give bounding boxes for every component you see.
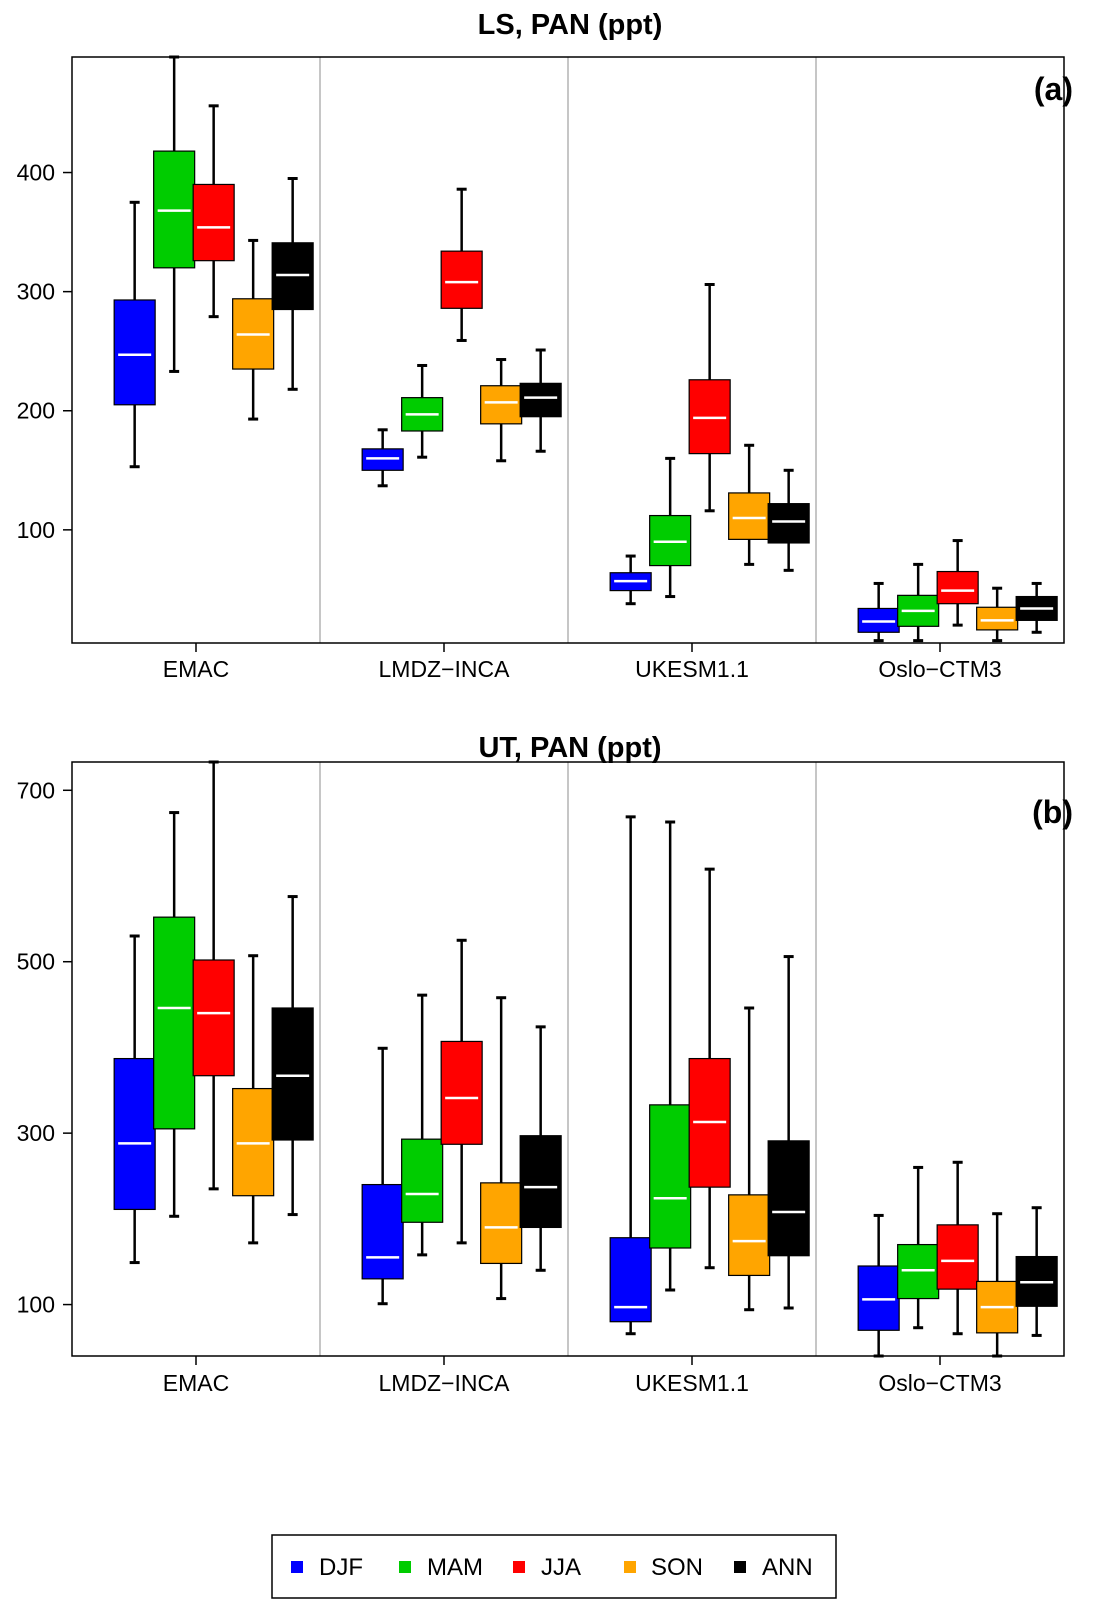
box-ann-b [767,1140,810,1257]
box-djf-b [361,1183,404,1280]
box-djf-b [113,1057,156,1211]
y-tick-label: 700 [17,777,55,803]
legend-label-mam: MAM [427,1554,483,1581]
legend-label-djf: DJF [319,1554,363,1581]
legend-label-ann: ANN [762,1554,813,1581]
y-tick-label: 200 [17,398,55,424]
y-tick-label: 500 [17,949,55,975]
plot-frame-a [71,56,1065,644]
box-son-a [480,385,523,425]
category-label: Oslo−CTM3 [878,656,1001,682]
box-djf-a [113,299,156,406]
box-ann-b [271,1007,314,1141]
y-tick-label: 100 [17,1292,55,1318]
box-ann-a [767,503,810,544]
legend-swatch-jja [513,1561,525,1573]
legend-swatch-djf [291,1561,303,1573]
category-label: EMAC [163,1370,229,1396]
category-label: EMAC [163,656,229,682]
box-djf-b [857,1265,900,1331]
box-djf-b [609,1237,652,1323]
box-mam-b [401,1138,444,1223]
box-jja-a [192,183,235,262]
box-ann-b [519,1135,562,1229]
category-label: LMDZ−INCA [379,1370,511,1396]
y-tick-label: 400 [17,160,55,186]
legend: DJF MAM JJA SON ANN [271,1534,837,1599]
box-jja-b [440,1040,483,1145]
box-mam-b [649,1104,692,1249]
panel-b: UT, PAN (ppt) (b) 100 300 500 700 EMAC LMDZ−I… [17,732,1073,1396]
legend-swatch-ann [734,1561,746,1573]
y-tick-label: 100 [17,517,55,543]
category-label: UKESM1.1 [635,1370,749,1396]
box-jja-b [192,959,235,1077]
box-son-a [976,606,1019,631]
plot-frame-b [71,761,1065,1357]
legend-label-son: SON [651,1554,703,1581]
box-jja-a [936,570,979,605]
box-mam-b [897,1243,940,1300]
panel-label-b: (b) [1032,794,1073,830]
chart-title-a: LS, PAN (ppt) [478,9,663,41]
box-jja-b [936,1224,979,1290]
legend-swatch-mam [399,1561,411,1573]
box-ann-a [519,382,562,418]
y-tick-label: 300 [17,1120,55,1146]
box-mam-b [153,916,196,1130]
panel-a: LS, PAN (ppt) (a) 100 200 300 400 EMAC LMDZ−I… [17,9,1073,682]
box-son-a [728,492,771,540]
legend-swatch-son [624,1561,636,1573]
category-label: UKESM1.1 [635,656,749,682]
panel-label-a: (a) [1034,71,1073,107]
box-jja-a [440,250,483,309]
legend-label-jja: JJA [541,1554,581,1581]
chart-title-b: UT, PAN (ppt) [478,732,661,764]
category-label: Oslo−CTM3 [878,1370,1001,1396]
y-tick-label: 300 [17,279,55,305]
box-son-b [480,1182,523,1265]
category-label: LMDZ−INCA [379,656,511,682]
box-son-b [728,1194,771,1277]
box-son-b [232,1087,275,1197]
